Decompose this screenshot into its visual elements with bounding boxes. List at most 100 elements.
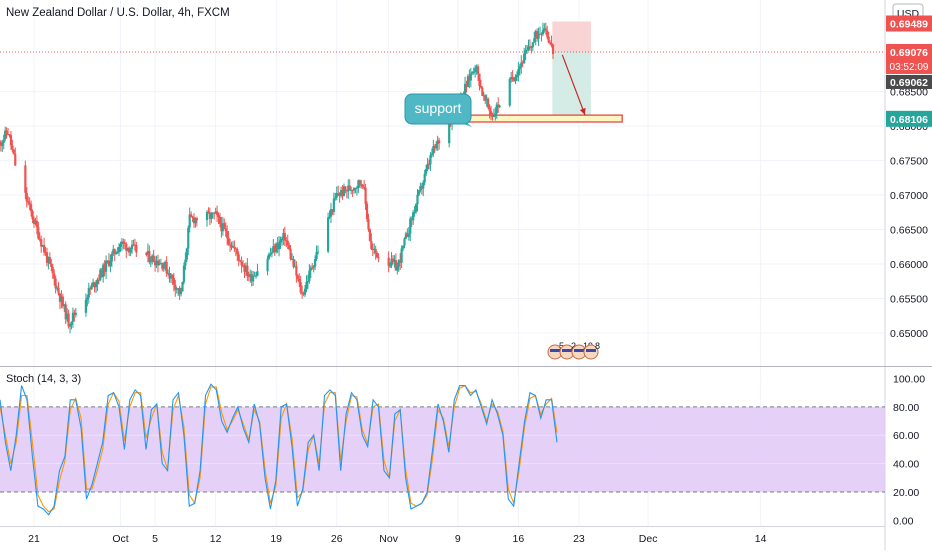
candle-body <box>14 154 17 166</box>
candle-body <box>289 249 292 259</box>
candle-body <box>165 261 168 274</box>
candle-body <box>292 258 295 267</box>
candle-body <box>239 260 242 262</box>
candle-body <box>276 243 279 250</box>
candle-body <box>244 265 248 272</box>
candle-body <box>390 258 393 266</box>
candle-body <box>510 77 513 80</box>
candle-body <box>403 238 406 246</box>
candle-body <box>181 282 184 292</box>
candle-body <box>25 192 28 202</box>
candle-body <box>533 38 536 43</box>
candle-body <box>119 244 122 247</box>
candle-body <box>215 211 219 215</box>
candle-body <box>549 42 552 44</box>
candle-body <box>47 257 50 263</box>
candle-body <box>430 153 433 156</box>
candle-body <box>308 270 311 282</box>
candle-body <box>417 190 421 195</box>
candle-body <box>482 95 485 97</box>
price-tick-label: 0.68500 <box>890 87 928 99</box>
candle-body <box>334 197 337 199</box>
short-position-reward-zone <box>552 51 591 119</box>
candle-body <box>543 28 546 31</box>
candle-body <box>67 313 70 327</box>
candle-body <box>99 269 102 280</box>
candle-body <box>190 214 193 217</box>
candle-body <box>550 42 553 45</box>
candle-body <box>226 231 229 239</box>
stoch-band <box>0 406 885 492</box>
candle-body <box>185 248 188 260</box>
time-tick-label: 12 <box>210 533 222 545</box>
candle-body <box>51 267 54 274</box>
candle-body <box>24 165 27 193</box>
candle-body <box>145 252 148 256</box>
candle-body <box>312 266 315 268</box>
stoch-tick-label: 40.00 <box>893 459 919 471</box>
candle-body <box>146 250 149 256</box>
candle-body <box>479 85 483 88</box>
candles-group <box>0 22 555 334</box>
candle-body <box>171 274 174 278</box>
candle-body <box>2 139 5 143</box>
candle-body <box>135 245 138 253</box>
event-badges[interactable]: 52198 <box>547 341 600 360</box>
support-callout-box[interactable] <box>404 93 472 125</box>
candle-body <box>475 66 478 69</box>
candle-body <box>156 260 160 266</box>
candle-body <box>120 241 124 245</box>
candle-body <box>329 209 333 217</box>
candle-body <box>547 36 550 43</box>
candle-body <box>60 296 63 302</box>
candle-body <box>351 189 354 191</box>
candle-body <box>463 83 467 95</box>
price-tick-label: 0.67500 <box>890 156 928 168</box>
candle-body <box>546 30 549 37</box>
candle-body <box>92 282 95 286</box>
candle-body <box>328 216 331 218</box>
candle-body <box>217 214 220 217</box>
stoch-axis-ticks: 0.00 20.00 40.00 60.00 80.00 100.00 <box>893 374 925 528</box>
candle-body <box>161 262 164 269</box>
candle-body <box>354 187 357 189</box>
price-axis-ticks: 0.65000 0.65500 0.66000 0.66500 0.67000 0.675… <box>890 87 928 340</box>
candle-body <box>5 130 8 135</box>
candle-body <box>162 265 165 269</box>
candle-body <box>96 279 99 285</box>
candle-body <box>234 248 237 250</box>
candle-body <box>540 33 543 35</box>
candle-body <box>414 204 418 213</box>
candle-body <box>100 269 103 277</box>
candle-body <box>423 173 426 183</box>
candle-body <box>256 271 259 276</box>
price-tick-label: 0.65000 <box>890 328 928 340</box>
candle-body <box>252 276 255 282</box>
candle-body <box>514 77 517 81</box>
event-badge-stripe <box>574 349 584 352</box>
candle-body <box>178 288 181 295</box>
candle-body <box>211 212 214 214</box>
chart-title: New Zealand Dollar / U.S. Dollar, 4h, FX… <box>6 7 230 19</box>
candle-body <box>339 190 343 196</box>
candle-body <box>416 194 419 205</box>
candle-body <box>148 250 151 263</box>
candle-body <box>241 265 245 267</box>
candle-body <box>280 238 284 241</box>
candle-body <box>487 98 490 108</box>
candle-body <box>438 140 441 144</box>
candle-body <box>110 253 113 262</box>
candle-body <box>528 46 532 48</box>
candle-body <box>208 213 211 219</box>
candle-body <box>169 274 173 279</box>
candle-body <box>155 260 158 266</box>
candle-body <box>407 233 410 237</box>
candle-body <box>254 275 258 277</box>
candle-body <box>123 243 126 245</box>
candle-body <box>272 246 275 253</box>
candle-body <box>266 258 269 272</box>
candle-body <box>355 187 359 189</box>
candle-body <box>166 273 170 275</box>
time-tick-label: 16 <box>513 533 525 545</box>
candle-body <box>296 275 299 279</box>
